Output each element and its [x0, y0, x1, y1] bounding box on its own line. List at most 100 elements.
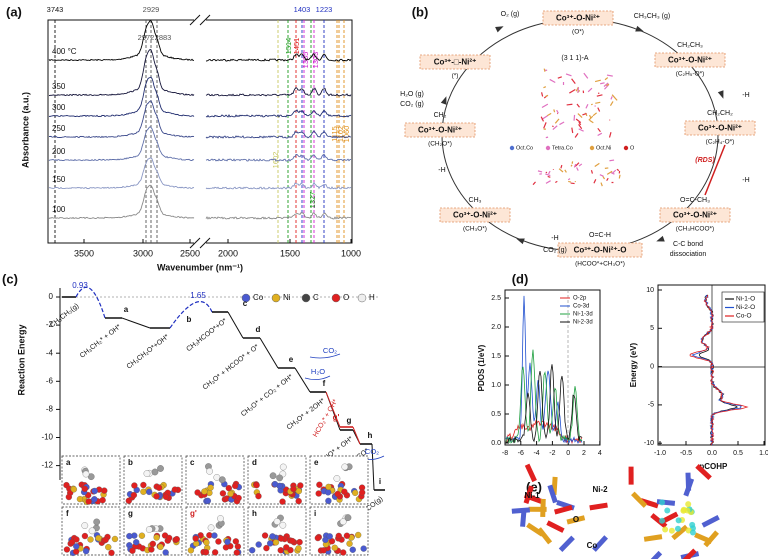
- y-tick-label: 0: [650, 363, 654, 370]
- structure-bond: [646, 550, 663, 559]
- spectrum: [48, 20, 352, 62]
- atom: [283, 544, 290, 551]
- x-tick-label: 2: [582, 450, 586, 457]
- atom: [255, 493, 262, 500]
- spectrum: [48, 157, 352, 190]
- panel-label: (c): [2, 271, 18, 286]
- y-axis-label: Reaction Energy: [16, 324, 26, 395]
- y-tick-label: 2.5: [491, 295, 501, 302]
- charge-density: [689, 529, 696, 536]
- atom: [130, 491, 138, 499]
- snapshot-label: h: [252, 509, 257, 518]
- atom-label: Co: [587, 541, 598, 550]
- gas-arrow: [309, 353, 341, 359]
- cycle-arrow: [516, 238, 525, 245]
- state-adsorbate: (C₂H₄-O*): [706, 139, 735, 146]
- crystal-bond: [543, 86, 547, 89]
- temperature-label: 250: [52, 124, 66, 133]
- atom: [335, 532, 342, 540]
- x-tick-label: 3500: [74, 248, 94, 258]
- crystal-bond: [600, 182, 603, 187]
- crystal-bond: [545, 180, 551, 184]
- x-tick-label: 0.5: [733, 450, 743, 457]
- atom: [151, 468, 159, 476]
- step-label: -H: [438, 167, 445, 174]
- x-axis-label: Wavenumber (nm⁻¹): [157, 262, 243, 272]
- atom: [322, 536, 329, 544]
- peak-label: 2929: [143, 5, 160, 14]
- atom: [173, 536, 180, 543]
- state-letter: i: [379, 477, 381, 486]
- atom: [340, 549, 347, 556]
- crystal-bond: [594, 79, 601, 83]
- charge-density: [668, 527, 675, 534]
- atom: [289, 537, 296, 545]
- crystal-bond: [606, 74, 613, 77]
- peak-label: 1102: [336, 126, 345, 142]
- atom: [344, 514, 352, 521]
- atom: [153, 534, 160, 541]
- state-adsorbate: (CH₂O*): [428, 141, 452, 148]
- charge-density: [689, 521, 696, 528]
- crystal-bond: [618, 174, 621, 179]
- atom: [157, 465, 164, 472]
- y-tick-label: 2.0: [491, 324, 501, 331]
- legend-label: Ni-2-3d: [573, 320, 593, 326]
- crystal-bond: [552, 125, 558, 131]
- atom: [341, 488, 348, 495]
- atom: [295, 487, 302, 495]
- gas-label: CO₂: [323, 346, 337, 355]
- structure-bond: [546, 520, 565, 533]
- crystal-bond: [606, 177, 609, 181]
- atom: [331, 544, 338, 551]
- crystal-bond: [558, 168, 564, 173]
- crystal-bond: [545, 173, 551, 177]
- crystal-bond: [589, 119, 594, 124]
- legend-label: Ni: [283, 293, 291, 302]
- crystal-bond: [571, 127, 574, 134]
- structure-bond: [540, 498, 546, 518]
- atom: [82, 547, 90, 555]
- step-label: -H: [551, 235, 558, 242]
- state-letter: c: [243, 299, 248, 308]
- cycle-arrow: [717, 90, 724, 99]
- crystal-bond: [585, 104, 589, 109]
- crystal-bond: [608, 132, 612, 138]
- crystal-bond: [545, 94, 549, 98]
- legend-label: H: [369, 293, 375, 302]
- crystal-bond: [576, 167, 579, 171]
- state-site: Co³⁺-□-Ni²⁺: [434, 58, 477, 67]
- charge-density: [659, 499, 666, 506]
- y-tick-label: -2: [46, 320, 54, 329]
- atom: [211, 549, 219, 556]
- legend-label: Ni-1-O: [736, 296, 755, 303]
- atom: [207, 484, 214, 491]
- crystal-bond: [609, 159, 615, 162]
- state-adsorbate: (O*): [572, 29, 584, 36]
- atom: [192, 535, 199, 542]
- connector: [294, 367, 311, 393]
- atom: [253, 482, 260, 489]
- state-adsorbate: (*): [452, 73, 459, 80]
- charge-density: [674, 525, 681, 532]
- atom: [211, 532, 218, 539]
- crystal-bond: [587, 87, 593, 93]
- atom: [349, 546, 356, 553]
- atom: [108, 549, 115, 556]
- state-group: CH₂CH₂: [707, 110, 733, 117]
- step-label: C-C bond: [673, 241, 703, 248]
- atom: [343, 532, 351, 539]
- atom: [95, 534, 102, 542]
- panel-label: (a): [6, 4, 22, 19]
- y-tick-label: 1.5: [491, 353, 501, 360]
- snapshot-label: b: [128, 458, 133, 467]
- connector: [259, 337, 279, 369]
- atom: [87, 536, 94, 543]
- atom: [70, 486, 78, 493]
- atom: [278, 535, 285, 542]
- break-mark: [189, 237, 201, 249]
- crystal-bond: [575, 118, 582, 124]
- atom: [271, 480, 279, 488]
- y-axis-label: PDOS (1/eV): [477, 344, 486, 391]
- atom: [157, 543, 164, 551]
